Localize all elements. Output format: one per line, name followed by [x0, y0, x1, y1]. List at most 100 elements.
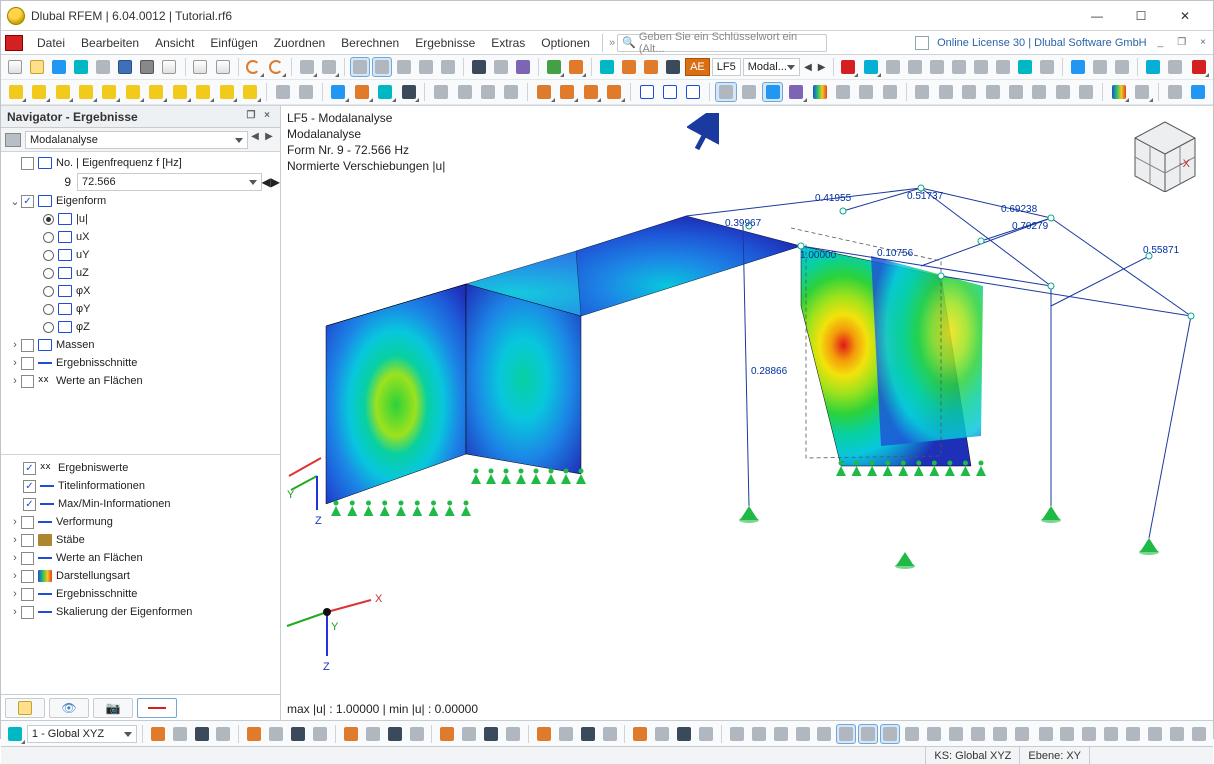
tb3-snap-2[interactable]: [771, 724, 791, 744]
tb1-file-5[interactable]: [115, 57, 135, 77]
tb2-b-3[interactable]: [398, 82, 419, 102]
tb2-d-2[interactable]: [580, 82, 601, 102]
undo-button[interactable]: [243, 57, 263, 77]
tb3-end-3[interactable]: [1101, 724, 1121, 744]
tb3-snap-9[interactable]: [924, 724, 944, 744]
menu-extras[interactable]: Extras: [483, 36, 533, 50]
tb3-g4-3[interactable]: [600, 724, 620, 744]
tb3-snap-7[interactable]: [880, 724, 900, 744]
tb2-g-1[interactable]: [809, 82, 830, 102]
tree-u[interactable]: |u|: [1, 210, 280, 228]
tb2-palette[interactable]: [1108, 82, 1129, 102]
tb1-opt[interactable]: [566, 57, 586, 77]
tb2-j-1[interactable]: [1187, 82, 1208, 102]
tb1-vis-3[interactable]: [905, 57, 925, 77]
tree-verformung[interactable]: ›Verformung: [1, 513, 280, 531]
tb3-g1-1[interactable]: [266, 724, 286, 744]
panel-close-icon[interactable]: ×: [260, 110, 274, 124]
tree-massen[interactable]: ›Massen: [1, 336, 280, 354]
tb3-g3-3[interactable]: [503, 724, 523, 744]
nav-tab-view[interactable]: 👁: [49, 698, 89, 718]
tb1-file-4[interactable]: [93, 57, 113, 77]
tree-y[interactable]: φY: [1, 300, 280, 318]
tb2-active-1[interactable]: [715, 82, 736, 102]
tb2-c-3[interactable]: [501, 82, 522, 102]
tb2-h-0[interactable]: [912, 82, 933, 102]
tb1-vis-7[interactable]: [993, 57, 1013, 77]
tb3-end-2[interactable]: [1079, 724, 1099, 744]
redo-button[interactable]: [266, 57, 286, 77]
tb2-sel-3[interactable]: [75, 82, 96, 102]
tb3-snap-4[interactable]: [815, 724, 835, 744]
tb3-g4-2[interactable]: [578, 724, 598, 744]
menu-zuordnen[interactable]: Zuordnen: [266, 36, 333, 50]
tb3-g2-2[interactable]: [385, 724, 405, 744]
tb2-b-2[interactable]: [375, 82, 396, 102]
tb3-g2-3[interactable]: [407, 724, 427, 744]
mdi-restore-icon[interactable]: ❐: [1174, 37, 1189, 48]
tb3-snap-8[interactable]: [902, 724, 922, 744]
toggle-2[interactable]: [372, 57, 392, 77]
lf-nav[interactable]: ▶: [816, 62, 828, 73]
coord-system-combo[interactable]: 1 - Global XYZ: [27, 725, 137, 743]
tb3-g4-0[interactable]: [534, 724, 554, 744]
freq-combo[interactable]: 72.566: [77, 173, 262, 191]
tb2-a-1[interactable]: [295, 82, 316, 102]
tree-z[interactable]: φZ: [1, 318, 280, 336]
tb3-end-1[interactable]: [1057, 724, 1077, 744]
view-cube[interactable]: -X: [1123, 114, 1207, 192]
tb3-g0-2[interactable]: [192, 724, 212, 744]
tb2-f-1[interactable]: [739, 82, 760, 102]
tb2-d-0[interactable]: [533, 82, 554, 102]
tb3-snap-0[interactable]: [727, 724, 747, 744]
tb1-calc-0[interactable]: [469, 57, 489, 77]
tb1-vis-5[interactable]: [949, 57, 969, 77]
tb3-g1-3[interactable]: [310, 724, 330, 744]
tb1-file-7[interactable]: [159, 57, 179, 77]
tb2-d-1[interactable]: [557, 82, 578, 102]
tb3-g3-0[interactable]: [437, 724, 457, 744]
tree-uz[interactable]: uZ: [1, 264, 280, 282]
tb1-vis-4[interactable]: [927, 57, 947, 77]
tb2-sel-5[interactable]: [122, 82, 143, 102]
tb1-file-2[interactable]: [49, 57, 69, 77]
tb3-g5-3[interactable]: [696, 724, 716, 744]
tb3-snap-12[interactable]: [990, 724, 1010, 744]
tb3-snap-6[interactable]: [858, 724, 878, 744]
tb1-end-1[interactable]: [1165, 57, 1185, 77]
tb2-h-2[interactable]: [958, 82, 979, 102]
tb2-sel-7[interactable]: [169, 82, 190, 102]
tb2-g-3[interactable]: [856, 82, 877, 102]
tb2-sel-8[interactable]: [193, 82, 214, 102]
tb1-vis-9[interactable]: [1037, 57, 1057, 77]
tb1-clip-0[interactable]: [190, 57, 210, 77]
tb1-vis-2[interactable]: [883, 57, 903, 77]
mdi-close-icon[interactable]: ×: [1197, 37, 1209, 48]
tree-titelinformationen[interactable]: Titelinformationen: [1, 477, 280, 495]
viewport-3d[interactable]: LF5 - Modalanalyse Modalanalyse Form Nr.…: [281, 106, 1213, 720]
tb3-snap-5[interactable]: [836, 724, 856, 744]
tb2-sel-0[interactable]: [5, 82, 26, 102]
tb2-sel-9[interactable]: [216, 82, 237, 102]
tb2-e-2[interactable]: [683, 82, 704, 102]
tb1-draw-2[interactable]: [1112, 57, 1132, 77]
tb1-run[interactable]: [544, 57, 564, 77]
nav-tab-data[interactable]: [5, 698, 45, 718]
tb2-h-6[interactable]: [1052, 82, 1073, 102]
tb1-clip-1[interactable]: [212, 57, 232, 77]
menu-einfügen[interactable]: Einfügen: [202, 36, 265, 50]
tree-uy[interactable]: uY: [1, 246, 280, 264]
tb1-lf-2[interactable]: [641, 57, 661, 77]
menu-ansicht[interactable]: Ansicht: [147, 36, 202, 50]
close-button[interactable]: ✕: [1163, 2, 1207, 30]
tb3-snap-10[interactable]: [946, 724, 966, 744]
freq-checkbox[interactable]: [21, 157, 34, 170]
tb2-h-4[interactable]: [1005, 82, 1026, 102]
minimize-button[interactable]: —: [1075, 2, 1119, 30]
tree-werteanflchen[interactable]: ›Werte an Flächen: [1, 549, 280, 567]
tb2-e-0[interactable]: [636, 82, 657, 102]
tb1-layout-2[interactable]: [438, 57, 458, 77]
nav-tab-camera[interactable]: 📷: [93, 698, 133, 718]
tb1-lf-3[interactable]: [663, 57, 683, 77]
tb3-g2-1[interactable]: [363, 724, 383, 744]
